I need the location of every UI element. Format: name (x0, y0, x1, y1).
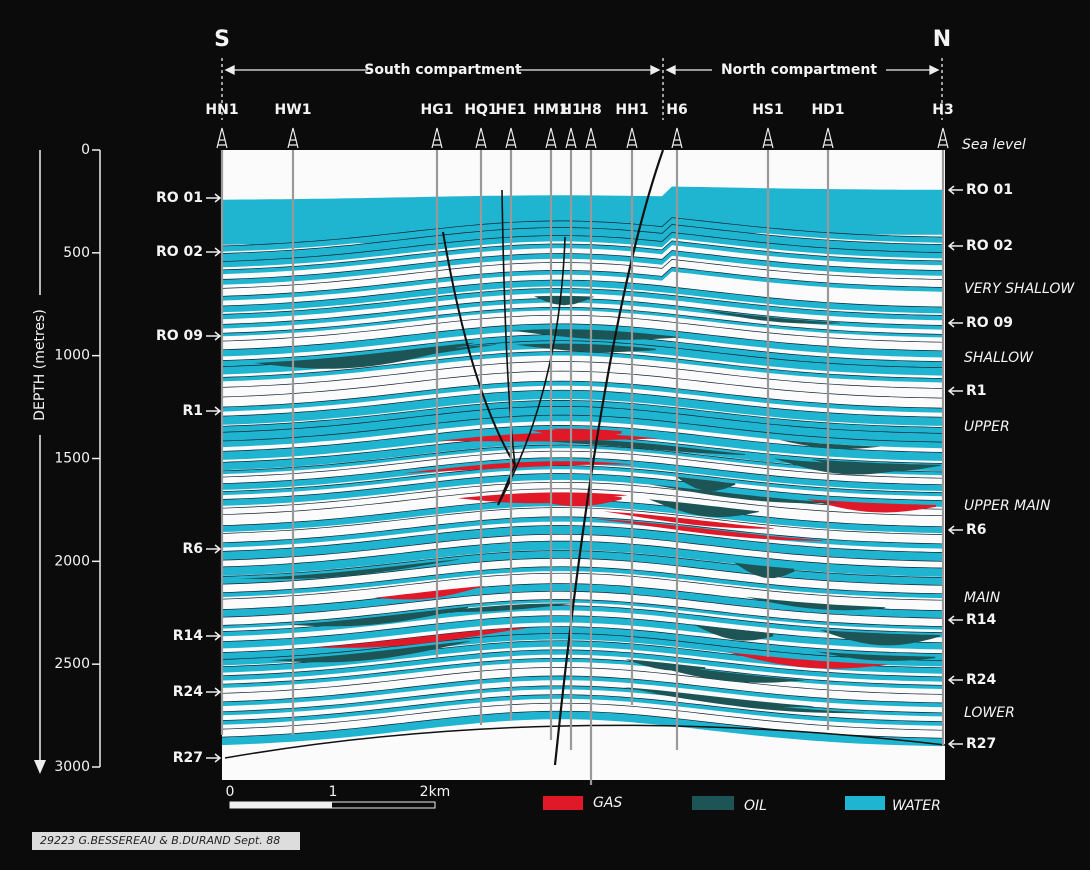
depth-tick-label: 2000 (54, 553, 90, 569)
south-label: S (214, 27, 230, 52)
zone-label: UPPER MAIN (964, 498, 1051, 514)
well-name: HH1 (615, 102, 648, 118)
well-name: HG1 (421, 102, 454, 118)
zone-label: VERY SHALLOW (964, 281, 1075, 297)
horizon-right: R24 (966, 672, 997, 688)
horizon-right: RO 02 (966, 238, 1013, 254)
horizon-right: R6 (966, 522, 987, 538)
depth-tick-label: 500 (63, 245, 90, 261)
north-compartment: North compartment (721, 62, 877, 78)
well-name: HS1 (752, 102, 784, 118)
horizon-left: RO 09 (156, 328, 203, 344)
depth-tick-label: 1000 (54, 348, 90, 364)
legend-swatch-water (845, 796, 885, 810)
depth-axis-title: DEPTH (metres) (32, 309, 48, 421)
zone-label: LOWER (964, 705, 1015, 721)
well-name: HW1 (275, 102, 312, 118)
sea-level: Sea level (962, 137, 1026, 153)
horizon-right: R14 (966, 612, 997, 628)
horizon-left: RO 01 (156, 190, 203, 206)
credit: 29223 G.BESSEREAU & B.DURAND Sept. 88 (40, 834, 280, 847)
horizon-right: R1 (966, 383, 987, 399)
zone-label: SHALLOW (964, 350, 1034, 366)
horizon-left: R24 (173, 684, 204, 700)
legend-swatch-oil (692, 796, 734, 810)
horizon-right: RO 01 (966, 182, 1013, 198)
well-name: HE1 (495, 102, 526, 118)
well-name: H6 (666, 102, 687, 118)
depth-tick-label: 1500 (54, 451, 90, 467)
legend-swatch-gas (543, 796, 583, 810)
horizon-left: RO 02 (156, 244, 203, 260)
zone-label: UPPER (964, 419, 1010, 435)
depth-tick-label: 0 (81, 142, 90, 158)
well-name: HN1 (205, 102, 238, 118)
horizon-left: R1 (182, 403, 203, 419)
well-name: H1 (560, 102, 581, 118)
legend-label: GAS (593, 795, 622, 811)
horizon-left: R14 (173, 628, 204, 644)
horizon-right: R27 (966, 736, 996, 752)
horizon-right: RO 09 (966, 315, 1013, 331)
legend-label: WATER (892, 798, 941, 814)
horizon-left: R27 (173, 750, 203, 766)
north-label: N (933, 27, 951, 52)
depth-tick-label: 3000 (54, 759, 90, 775)
horizon-left: R6 (182, 541, 203, 557)
well-name: HD1 (811, 102, 844, 118)
legend-label: OIL (744, 798, 767, 814)
well-name: H8 (580, 102, 601, 118)
scale-label: 1 (329, 784, 338, 800)
scale-label: 0 (226, 784, 235, 800)
south-compartment: South compartment (364, 62, 522, 78)
scale-label: 2km (420, 784, 451, 800)
depth-tick-label: 2500 (54, 656, 90, 672)
zone-label: MAIN (964, 590, 1001, 606)
well-name: HQ1 (464, 102, 497, 118)
cross-section: S N South compartment North compartment … (0, 0, 1090, 870)
well-name: H3 (932, 102, 953, 118)
